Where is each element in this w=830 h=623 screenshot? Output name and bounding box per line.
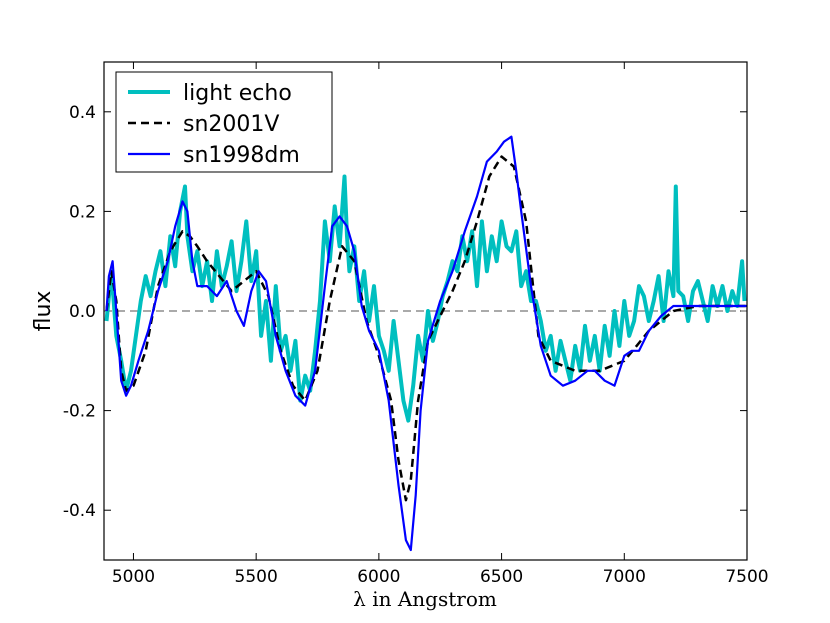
y-tick-label: 0.0 bbox=[69, 302, 96, 322]
legend-box bbox=[115, 71, 333, 173]
series-line-sn1998dm bbox=[105, 135, 747, 552]
x-tick-group: 5000 5500 6000 6500 7000 7500 bbox=[112, 62, 769, 587]
legend-label: light echo bbox=[183, 81, 292, 106]
x-axis-label: λ in Angstrom bbox=[353, 587, 497, 611]
y-tick-group: -0.4 -0.2 0.0 0.2 0.4 bbox=[63, 103, 747, 521]
legend: light echo sn2001V sn1998dm bbox=[115, 71, 333, 173]
series-line-light-echo bbox=[104, 174, 747, 423]
series-line-sn2001V bbox=[105, 155, 747, 502]
y-tick-label: 0.4 bbox=[69, 103, 96, 123]
x-tick-label: 7000 bbox=[603, 567, 646, 587]
x-tick-label: 7500 bbox=[725, 567, 768, 587]
x-tick-label: 5500 bbox=[235, 567, 278, 587]
y-axis-label: flux bbox=[31, 291, 56, 332]
y-tick-label: 0.2 bbox=[69, 202, 96, 222]
x-tick-label: 6500 bbox=[480, 567, 523, 587]
series-group bbox=[104, 135, 747, 552]
x-tick-label: 6000 bbox=[357, 567, 400, 587]
legend-label: sn1998dm bbox=[183, 143, 300, 168]
y-tick-label: -0.4 bbox=[63, 501, 96, 521]
y-tick-label: -0.2 bbox=[63, 402, 96, 422]
legend-label: sn2001V bbox=[183, 112, 279, 137]
x-tick-label: 5000 bbox=[112, 567, 155, 587]
plot-frame bbox=[103, 61, 748, 561]
